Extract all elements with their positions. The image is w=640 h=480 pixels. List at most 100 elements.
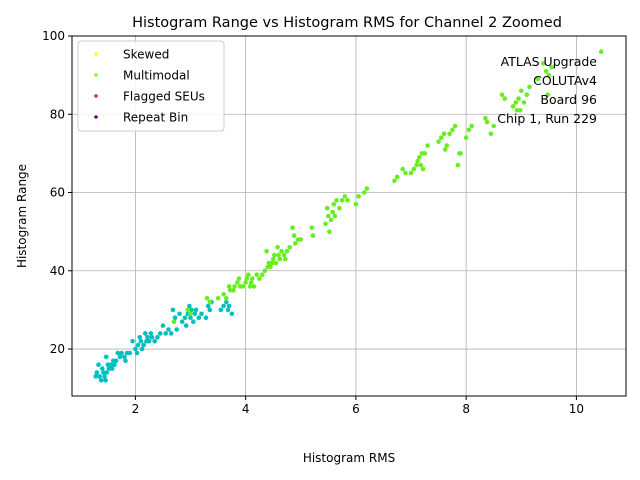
data-point: [417, 155, 422, 160]
data-point: [199, 311, 204, 317]
data-point: [400, 166, 406, 172]
data-point: [411, 166, 417, 172]
data-point: [103, 378, 108, 383]
legend: Skewed Multimodal Flagged SEUs Repeat Bin: [77, 40, 225, 132]
data-point: [221, 303, 226, 309]
data-point: [188, 315, 193, 321]
data-point: [264, 248, 269, 254]
data-point: [104, 370, 109, 375]
data-point: [364, 186, 370, 191]
data-point: [203, 315, 209, 321]
data-point: [535, 76, 541, 82]
annotation-line: COLUTAv4: [533, 73, 597, 88]
annotation-line: Chip 1, Run 229: [497, 111, 597, 126]
data-point: [243, 280, 248, 285]
data-point: [332, 213, 338, 219]
data-point: [266, 260, 272, 266]
data-point: [268, 264, 273, 270]
data-point: [408, 170, 414, 176]
data-point: [491, 123, 497, 129]
data-point: [207, 307, 213, 313]
data-point: [298, 237, 304, 242]
data-point: [155, 335, 160, 340]
data-point: [196, 315, 202, 321]
y-tick-label: 100: [42, 29, 65, 43]
data-point: [502, 96, 508, 101]
data-point: [356, 194, 361, 199]
y-tick-label: 60: [50, 186, 65, 200]
data-point: [499, 92, 505, 97]
data-point: [469, 123, 475, 129]
data-point: [130, 338, 135, 344]
data-point: [546, 72, 552, 78]
data-point: [279, 248, 284, 254]
data-point: [331, 202, 337, 207]
data-point: [127, 350, 133, 356]
x-tick-label: 10: [569, 402, 584, 416]
data-point: [327, 229, 332, 234]
data-point: [157, 331, 163, 336]
data-point: [543, 68, 549, 74]
data-point: [171, 319, 177, 325]
x-tick-label: 2: [132, 402, 140, 416]
data-point: [513, 100, 519, 105]
data-point: [226, 303, 232, 309]
annotation-line: Board 96: [540, 92, 597, 107]
data-point: [488, 131, 494, 137]
data-point: [293, 241, 298, 246]
data-point: [192, 311, 198, 317]
data-point: [193, 307, 199, 313]
legend-label: Flagged SEUs: [123, 90, 205, 104]
data-point: [93, 374, 98, 379]
legend-box: [77, 40, 225, 132]
data-point: [337, 205, 342, 211]
data-points: [93, 49, 604, 383]
annotation-line: ATLAS Upgrade: [501, 54, 598, 69]
data-point: [277, 256, 283, 262]
data-point: [117, 354, 123, 360]
data-point: [330, 209, 336, 215]
data-point: [455, 162, 461, 168]
data-point: [284, 248, 290, 254]
data-point: [418, 162, 424, 168]
data-point: [310, 233, 316, 238]
legend-label: Multimodal: [123, 69, 190, 83]
data-point: [215, 295, 221, 301]
data-point: [149, 335, 155, 340]
data-point: [248, 280, 254, 285]
data-point: [420, 166, 426, 172]
x-axis-label: Histogram RMS: [303, 451, 395, 465]
data-point: [236, 276, 242, 281]
data-point: [394, 174, 400, 180]
data-point: [109, 366, 115, 371]
data-point: [452, 123, 458, 129]
data-point: [189, 307, 194, 313]
data-point: [527, 84, 532, 90]
legend-label: Skewed: [123, 48, 169, 62]
data-point: [182, 315, 188, 321]
data-point: [119, 350, 124, 356]
data-point: [103, 354, 109, 360]
data-point: [218, 307, 224, 313]
legend-marker: [94, 94, 98, 98]
data-point: [422, 151, 428, 156]
data-point: [102, 374, 107, 379]
data-point: [106, 366, 112, 371]
y-tick-label: 40: [50, 264, 65, 278]
data-point: [170, 307, 176, 313]
data-point: [436, 139, 441, 144]
data-point: [516, 96, 521, 101]
data-point: [328, 217, 334, 223]
data-point: [146, 338, 152, 344]
data-point: [134, 350, 140, 356]
data-point: [519, 88, 524, 94]
annotation-block: ATLAS Upgrade COLUTAv4 Board 96 Chip 1, Run…: [497, 54, 597, 126]
data-point: [447, 131, 452, 137]
legend-marker: [94, 52, 98, 56]
plot-frame: [71, 35, 627, 397]
data-point: [415, 158, 420, 164]
data-point: [108, 362, 113, 368]
data-point: [276, 252, 282, 258]
data-point: [224, 295, 229, 301]
